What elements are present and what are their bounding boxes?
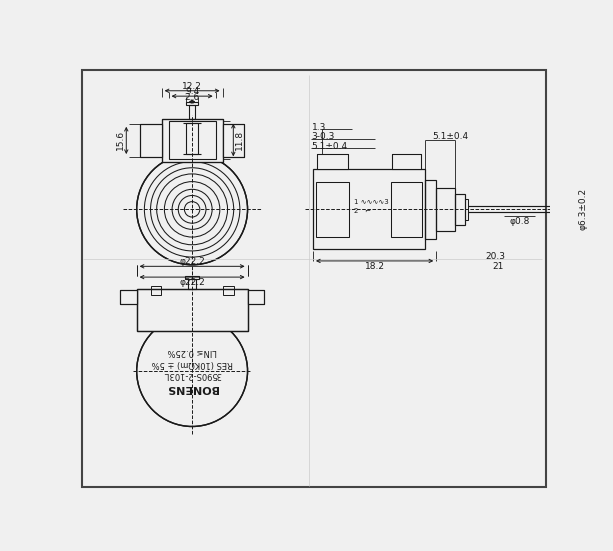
Bar bbox=[140, 124, 162, 157]
Bar bbox=[554, 202, 560, 217]
Bar bbox=[455, 194, 465, 225]
Bar bbox=[185, 276, 199, 279]
Text: φ0.8: φ0.8 bbox=[509, 217, 530, 226]
Text: φ6.3±0.2: φ6.3±0.2 bbox=[579, 188, 588, 230]
Bar bbox=[137, 289, 248, 331]
Text: 3-0.3: 3-0.3 bbox=[311, 132, 335, 142]
Text: 1.3: 1.3 bbox=[311, 123, 326, 132]
Text: 9.4: 9.4 bbox=[185, 88, 199, 96]
Bar bbox=[223, 124, 244, 157]
Text: 5.1±0.4: 5.1±0.4 bbox=[432, 132, 468, 142]
Bar bbox=[392, 154, 421, 169]
Text: 12.2: 12.2 bbox=[182, 82, 202, 91]
Text: 11.8: 11.8 bbox=[235, 130, 244, 150]
Text: 5.1±0.4: 5.1±0.4 bbox=[311, 142, 348, 151]
Bar bbox=[390, 182, 422, 237]
Bar bbox=[425, 180, 436, 239]
Bar bbox=[223, 124, 244, 157]
Bar bbox=[436, 188, 455, 231]
Circle shape bbox=[137, 154, 248, 265]
Bar bbox=[248, 290, 264, 304]
Bar bbox=[248, 290, 264, 304]
Bar bbox=[465, 198, 468, 220]
Text: 3590S-2-103L: 3590S-2-103L bbox=[163, 370, 221, 380]
Text: 2   ⌐: 2 ⌐ bbox=[354, 208, 371, 214]
Bar bbox=[317, 154, 348, 169]
Text: φ22.2: φ22.2 bbox=[179, 278, 205, 287]
Circle shape bbox=[137, 316, 248, 426]
Bar bbox=[162, 119, 223, 161]
Text: 2 6: 2 6 bbox=[185, 93, 199, 102]
Bar bbox=[137, 289, 248, 331]
Bar bbox=[316, 182, 349, 237]
Bar bbox=[313, 169, 425, 250]
Text: 21: 21 bbox=[492, 262, 504, 271]
Bar bbox=[120, 290, 137, 304]
Text: 15.6: 15.6 bbox=[116, 131, 124, 150]
Bar bbox=[120, 290, 137, 304]
Text: 1 ∿∿∿∿3: 1 ∿∿∿∿3 bbox=[354, 199, 389, 204]
Text: 18.2: 18.2 bbox=[365, 262, 384, 271]
Text: 20.3: 20.3 bbox=[485, 252, 505, 261]
Bar bbox=[169, 121, 216, 159]
Bar bbox=[317, 154, 348, 169]
Bar bbox=[186, 101, 198, 105]
Bar bbox=[186, 123, 198, 154]
Bar bbox=[223, 287, 234, 295]
Bar bbox=[162, 119, 223, 161]
Bar bbox=[188, 279, 196, 289]
Text: RES (10KΩm) ± 5%: RES (10KΩm) ± 5% bbox=[151, 359, 233, 368]
Text: φ22.2: φ22.2 bbox=[179, 257, 205, 266]
Text: BONENS: BONENS bbox=[166, 383, 218, 393]
Bar bbox=[392, 154, 421, 169]
Bar bbox=[151, 287, 161, 295]
Bar bbox=[189, 105, 195, 119]
Bar bbox=[140, 124, 162, 157]
Text: LIN≤ 0.25%: LIN≤ 0.25% bbox=[167, 347, 217, 356]
